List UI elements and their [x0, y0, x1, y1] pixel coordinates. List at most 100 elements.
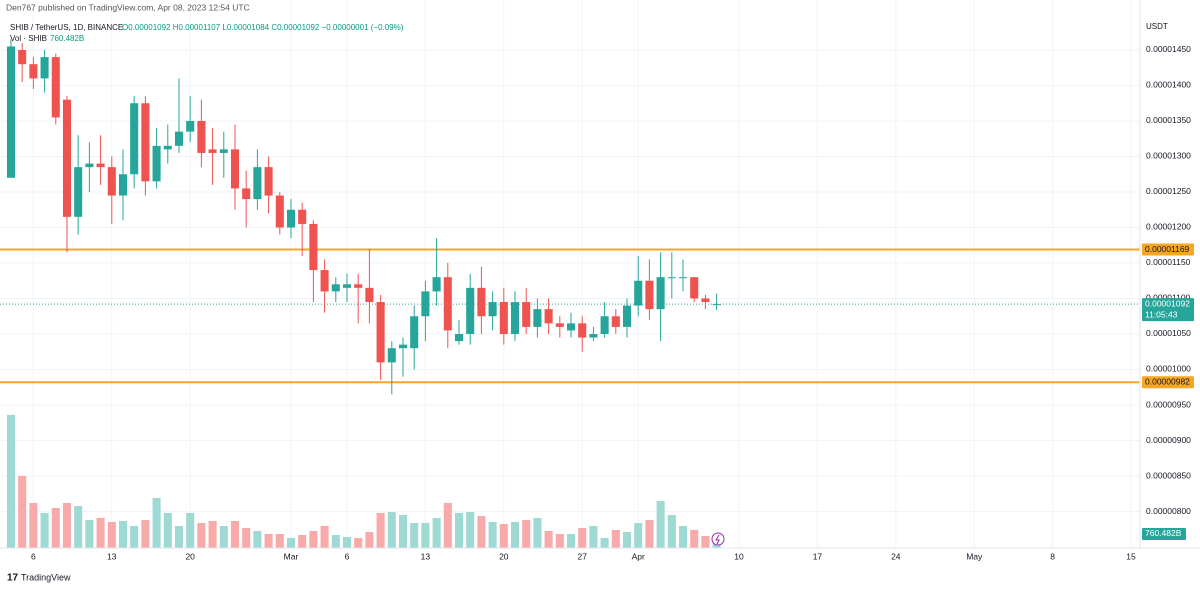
candle-body: [118, 174, 128, 196]
x-tick-label: 20: [185, 551, 195, 561]
last-price-box: [1142, 298, 1194, 322]
candle-body: [208, 149, 217, 153]
y-tick-label: 0.00001300: [1146, 151, 1191, 161]
y-tick-label: 0.00001150: [1146, 257, 1191, 267]
candle-body: [62, 99, 72, 217]
candle-body: [331, 284, 340, 292]
candle-body: [275, 195, 284, 228]
candle-body: [253, 167, 262, 200]
volume-value: 760.482B: [50, 34, 84, 43]
y-tick-label: 0.00001350: [1146, 115, 1191, 125]
candle-body: [197, 120, 206, 153]
candle-body: [141, 103, 150, 182]
volume-bar: [690, 529, 699, 548]
candle-body: [320, 270, 329, 292]
volume-bar: [555, 533, 564, 548]
volume-bar: [510, 521, 520, 548]
volume-bar: [432, 517, 441, 548]
candle-body: [309, 223, 318, 271]
volume-bar: [309, 530, 318, 548]
volume-bar: [130, 525, 139, 548]
candle-body: [74, 167, 83, 217]
volume-bar: [634, 522, 643, 548]
volume-bar: [62, 502, 72, 548]
candle-body: [264, 167, 273, 196]
volume-bar: [51, 507, 60, 548]
volume-bar: [230, 520, 240, 548]
candle-body: [645, 280, 654, 310]
x-tick-label: 27: [577, 551, 587, 561]
y-tick-label: 0.00001050: [1146, 328, 1191, 338]
currency-label: USDT: [1146, 22, 1168, 31]
volume-bar: [342, 536, 352, 548]
candle-body: [510, 302, 520, 334]
candle-body: [589, 333, 598, 338]
volume-bar: [421, 522, 430, 548]
x-tick-label: 8: [1050, 551, 1055, 561]
level-label: 0.00000982: [1145, 377, 1190, 387]
volume-bar: [656, 500, 665, 548]
candle-body: [488, 302, 497, 317]
volume-bar: [477, 515, 486, 548]
volume-bar: [589, 525, 598, 548]
candle-body: [600, 316, 609, 334]
candle-body: [701, 298, 710, 303]
volume-bar: [74, 505, 83, 548]
y-tick-label: 0.00000950: [1146, 399, 1191, 409]
candle-body: [186, 120, 195, 132]
volume-bar: [600, 537, 609, 548]
candle-body: [365, 287, 374, 303]
candle-body: [566, 323, 576, 331]
x-tick-label: May: [966, 551, 983, 561]
volume-bar: [354, 537, 363, 548]
candle-body: [398, 344, 408, 349]
brand-logo: 17 TradingView: [7, 572, 71, 583]
volume-bar: [398, 514, 408, 548]
candle-body: [667, 277, 676, 279]
candle-body: [611, 316, 620, 327]
y-tick-label: 0.00000900: [1146, 435, 1191, 445]
volume-bar: [376, 512, 385, 548]
logo-mark: 17: [7, 573, 19, 584]
brand-name: TradingView: [21, 572, 71, 582]
x-tick-label: 13: [107, 551, 117, 561]
alert-icon[interactable]: [711, 532, 725, 546]
volume-bar: [242, 527, 251, 548]
candle-body: [286, 209, 296, 228]
volume-bar: [454, 512, 464, 548]
candle-body: [152, 145, 161, 182]
volume-bar: [298, 534, 307, 548]
volume-bar: [197, 522, 206, 548]
candle-body: [219, 149, 228, 153]
candle-body: [174, 131, 184, 146]
volume-bar: [96, 517, 105, 548]
volume-pane: [6, 414, 721, 548]
volume-bar: [118, 520, 128, 548]
volume-bar: [533, 517, 542, 548]
candle-body: [578, 323, 587, 338]
volume-name: Vol · SHIB: [10, 34, 47, 43]
volume-bar: [522, 519, 531, 548]
volume-bar: [18, 475, 27, 548]
volume-axis-label: 760.482B: [1145, 528, 1182, 538]
candle-body: [622, 305, 632, 327]
x-tick-label: 15: [1126, 551, 1136, 561]
candle-body: [690, 277, 699, 299]
y-tick-label: 0.00001250: [1146, 186, 1191, 196]
y-tick-label: 0.00000800: [1146, 506, 1191, 516]
candle-body: [298, 209, 307, 224]
x-tick-label: 24: [891, 551, 901, 561]
volume-bar: [186, 512, 195, 548]
candle-body: [656, 277, 665, 310]
y-tick-label: 0.00001400: [1146, 80, 1191, 90]
volume-bar: [29, 502, 38, 548]
candle-body: [678, 277, 688, 279]
candle-body: [242, 188, 251, 200]
volume-bar: [544, 530, 553, 548]
volume-bar: [566, 533, 576, 548]
candle-body: [634, 280, 643, 306]
y-tick-label: 0.00001000: [1146, 364, 1191, 374]
candle-body: [107, 167, 116, 196]
